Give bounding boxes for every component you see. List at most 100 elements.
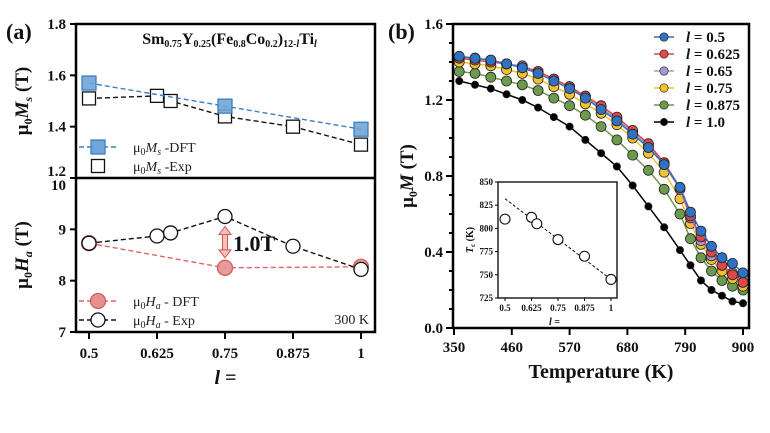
- data-point: [532, 68, 544, 79]
- data-point: [516, 79, 528, 91]
- legend-item: l = 0.65: [654, 64, 732, 80]
- data-point: [353, 261, 369, 278]
- data-point: [737, 276, 749, 288]
- data-point: [502, 90, 511, 99]
- x-tick-label: 460: [501, 340, 524, 356]
- series-0-5: [453, 50, 749, 279]
- y-tick-label: 1.6: [47, 68, 66, 84]
- legend-marker: [659, 66, 669, 76]
- data-point: [564, 100, 575, 112]
- legend-marker: [660, 118, 668, 126]
- data-point: [579, 92, 591, 104]
- data-point: [727, 257, 738, 269]
- y-axis-label-ms: μ0Ms (T): [12, 67, 35, 135]
- data-point: [162, 225, 179, 241]
- data-point: [81, 91, 97, 106]
- data-point: [548, 75, 560, 87]
- data-point: [501, 75, 512, 87]
- x-tick-label: 350: [443, 340, 466, 356]
- y-axis-label-ha: μ0Ha (T): [12, 221, 35, 289]
- data-point: [627, 149, 639, 161]
- legend-ms-exp: μ0Ms -Exp: [90, 158, 192, 177]
- y-tick-label: 1.6: [424, 17, 443, 33]
- data-point: [627, 128, 639, 140]
- data-point: [217, 208, 233, 225]
- panel-label-a: (a): [6, 19, 32, 44]
- legend-marker: [659, 49, 669, 59]
- series-1-0: [455, 77, 748, 308]
- arrow-head-down: [218, 249, 232, 259]
- data-point: [727, 269, 738, 281]
- data-point: [707, 285, 716, 294]
- inset-data-point: [552, 233, 564, 246]
- data-point: [549, 113, 558, 122]
- data-point: [611, 134, 623, 146]
- legend-marker: [90, 312, 106, 328]
- inset-data-point: [499, 213, 511, 225]
- y-tick-label: 1.2: [424, 93, 443, 109]
- x-tick-label: 0.5: [80, 346, 99, 362]
- data-point: [686, 261, 695, 270]
- legend-label: l = 1.0: [686, 115, 725, 131]
- x-tick-label: 0.625: [140, 346, 174, 362]
- data-point: [685, 206, 696, 218]
- legend-ha-dft: μ0Ha - DFT: [79, 292, 199, 312]
- data-point: [643, 142, 654, 153]
- data-point: [660, 223, 669, 232]
- legend-label: μ0Ms -DFT: [133, 141, 196, 158]
- data-point: [658, 159, 670, 171]
- data-point: [501, 58, 512, 70]
- inset-data-point: [605, 273, 617, 285]
- arrow-head-up: [218, 225, 232, 235]
- data-point: [717, 291, 726, 300]
- y-tick-label: 10: [51, 178, 66, 194]
- data-point: [217, 98, 233, 114]
- legend-label: μ0Ms -Exp: [133, 160, 192, 177]
- data-point: [706, 265, 717, 277]
- legend-label: l = 0.75: [686, 81, 732, 97]
- legend-item: l = 1.0: [654, 115, 725, 131]
- legend-marker: [90, 158, 106, 174]
- data-point: [548, 92, 560, 104]
- inset-y-label: Tc (K): [465, 227, 477, 253]
- y-tick-label: 9: [59, 222, 67, 238]
- inset-y-tick-label: 825: [480, 200, 494, 210]
- legend-label: μ0Ha - DFT: [133, 295, 199, 312]
- legend-label: μ0Ha - Exp: [133, 314, 195, 331]
- legend-item: l = 0.625: [654, 47, 740, 63]
- data-point: [611, 115, 623, 127]
- series-ms-dft: [81, 75, 369, 137]
- legend-marker: [90, 139, 106, 155]
- inset-plot: 725 750 775 800 825 850 0.5 0.625 0.75 0.875 1 l = T…: [465, 177, 618, 328]
- y-tick-label: 1.8: [47, 17, 66, 33]
- inset-x-tick-label: 0.875: [574, 303, 595, 313]
- inset-data-point: [578, 250, 591, 262]
- data-point: [716, 252, 728, 264]
- data-point: [706, 240, 717, 252]
- legend-item: l = 0.5: [654, 30, 725, 46]
- annotation-300k: 300 K: [334, 313, 369, 328]
- legend-item: l = 0.875: [654, 98, 740, 114]
- inset-x-label: l =: [549, 317, 560, 328]
- data-point: [485, 54, 497, 66]
- inset-x-tick-label: 1: [609, 303, 614, 313]
- data-point: [728, 297, 737, 306]
- data-point: [695, 225, 707, 237]
- inset-x-tick-label: 0.75: [550, 303, 566, 313]
- data-point: [579, 109, 591, 121]
- data-point: [695, 252, 707, 264]
- legend-marker: [659, 32, 669, 42]
- legend-ha-exp: μ0Ha - Exp: [79, 312, 195, 331]
- data-point: [564, 83, 575, 94]
- x-tick-label: 1: [357, 346, 365, 362]
- arrow-shaft: [222, 232, 228, 253]
- inset-y-tick-label: 850: [480, 177, 494, 187]
- data-point: [353, 121, 369, 137]
- data-point: [534, 103, 543, 112]
- data-point: [581, 135, 590, 144]
- data-point: [485, 71, 497, 83]
- x-tick-label: 790: [674, 340, 697, 356]
- legend-marker: [89, 292, 107, 310]
- x-tick-label: 680: [616, 340, 639, 356]
